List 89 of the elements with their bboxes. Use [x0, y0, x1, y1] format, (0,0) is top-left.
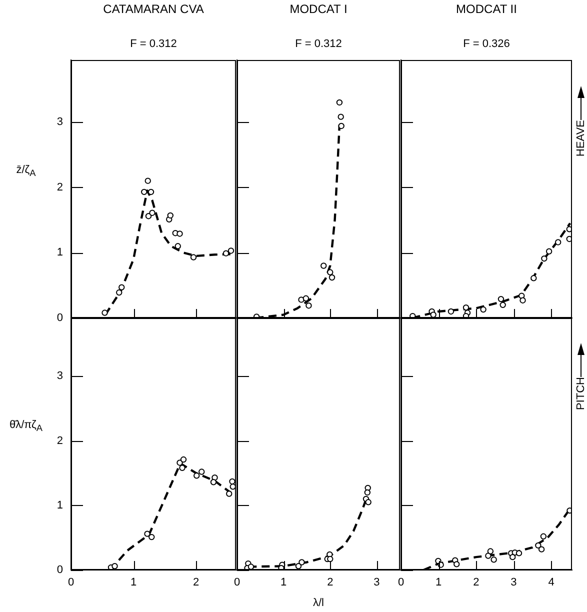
y-tick-label: 1	[56, 499, 63, 512]
point	[116, 289, 122, 296]
point	[118, 284, 125, 290]
point	[112, 563, 118, 570]
point	[102, 310, 108, 316]
point	[336, 99, 343, 106]
y-tick-label: 3	[56, 116, 63, 128]
text: PITCH	[575, 377, 587, 410]
point	[149, 210, 156, 216]
y-tick-label: 2	[56, 181, 63, 194]
point	[248, 564, 254, 570]
point	[554, 239, 562, 246]
x-tick-label: 3	[374, 576, 380, 589]
x-tick-label: 3	[510, 576, 517, 589]
point	[546, 248, 552, 254]
point	[226, 490, 232, 497]
point	[487, 548, 494, 554]
point	[229, 478, 236, 485]
chart-subtitle: F = 0.312	[294, 38, 343, 50]
point	[302, 295, 310, 302]
point	[520, 297, 526, 304]
point	[338, 122, 344, 130]
point	[298, 559, 305, 566]
point	[448, 308, 454, 315]
chart-title: MODCAT I	[288, 2, 348, 16]
point	[141, 188, 148, 196]
point	[365, 499, 372, 506]
y-tick-label: 2	[56, 434, 63, 447]
chart-subtitle: F = 0.312	[129, 38, 178, 50]
x-tick-label: 0	[234, 576, 240, 589]
point	[190, 254, 197, 260]
chart-subtitle: F = 0.326	[462, 38, 511, 50]
chart-title: MODCAT II	[455, 2, 518, 16]
point	[148, 534, 155, 540]
point	[510, 554, 516, 560]
x-tick-label: 1	[280, 576, 287, 589]
point	[328, 274, 336, 281]
point	[144, 178, 151, 184]
point	[210, 479, 217, 486]
point	[145, 213, 152, 220]
point	[480, 306, 486, 313]
point	[538, 546, 545, 552]
point	[176, 230, 183, 237]
point	[167, 212, 174, 219]
y-axis-title: z̄/ζ$_{A}$	[15, 164, 37, 178]
point	[485, 552, 492, 559]
point	[490, 556, 497, 563]
y-tick-label: 3	[56, 370, 63, 382]
x-tick-label: 1	[436, 576, 442, 589]
x-tick-label: 0	[68, 576, 74, 589]
point	[364, 489, 370, 496]
point	[179, 464, 186, 472]
point	[530, 275, 537, 282]
point	[541, 255, 548, 262]
x-axis-title: λ/l	[312, 597, 325, 609]
x-tick-label: 2	[327, 576, 334, 589]
point	[198, 468, 205, 475]
point	[306, 302, 312, 309]
point	[222, 250, 230, 256]
point	[228, 248, 234, 254]
point	[327, 269, 334, 276]
y-axis-title: θ̄λ/πζ$_{A}$	[8, 419, 44, 434]
point	[500, 302, 506, 308]
x-tick-label: 0	[398, 576, 404, 589]
point	[454, 561, 460, 568]
x-tick-label: 2	[192, 576, 200, 589]
point	[180, 456, 187, 463]
point	[144, 530, 150, 537]
y-tick-label: 0	[56, 312, 63, 324]
point	[535, 542, 542, 549]
point	[194, 472, 200, 479]
point	[298, 296, 304, 303]
point	[320, 262, 327, 269]
point	[148, 188, 154, 196]
x-tick-label: 4	[548, 576, 554, 589]
y-tick-label: 1	[56, 246, 63, 259]
point	[174, 243, 181, 250]
text: HEAVE	[575, 120, 587, 156]
point	[327, 556, 334, 562]
chart-title: CATAMARAN CVA	[102, 2, 205, 16]
point	[338, 114, 344, 120]
y-tick-label: 0	[56, 564, 63, 576]
x-tick-label: 1	[130, 576, 137, 589]
point	[498, 296, 504, 302]
point	[516, 550, 522, 556]
x-tick-label: 2	[473, 576, 480, 589]
point	[462, 304, 470, 311]
point	[295, 563, 302, 570]
point	[540, 533, 547, 540]
